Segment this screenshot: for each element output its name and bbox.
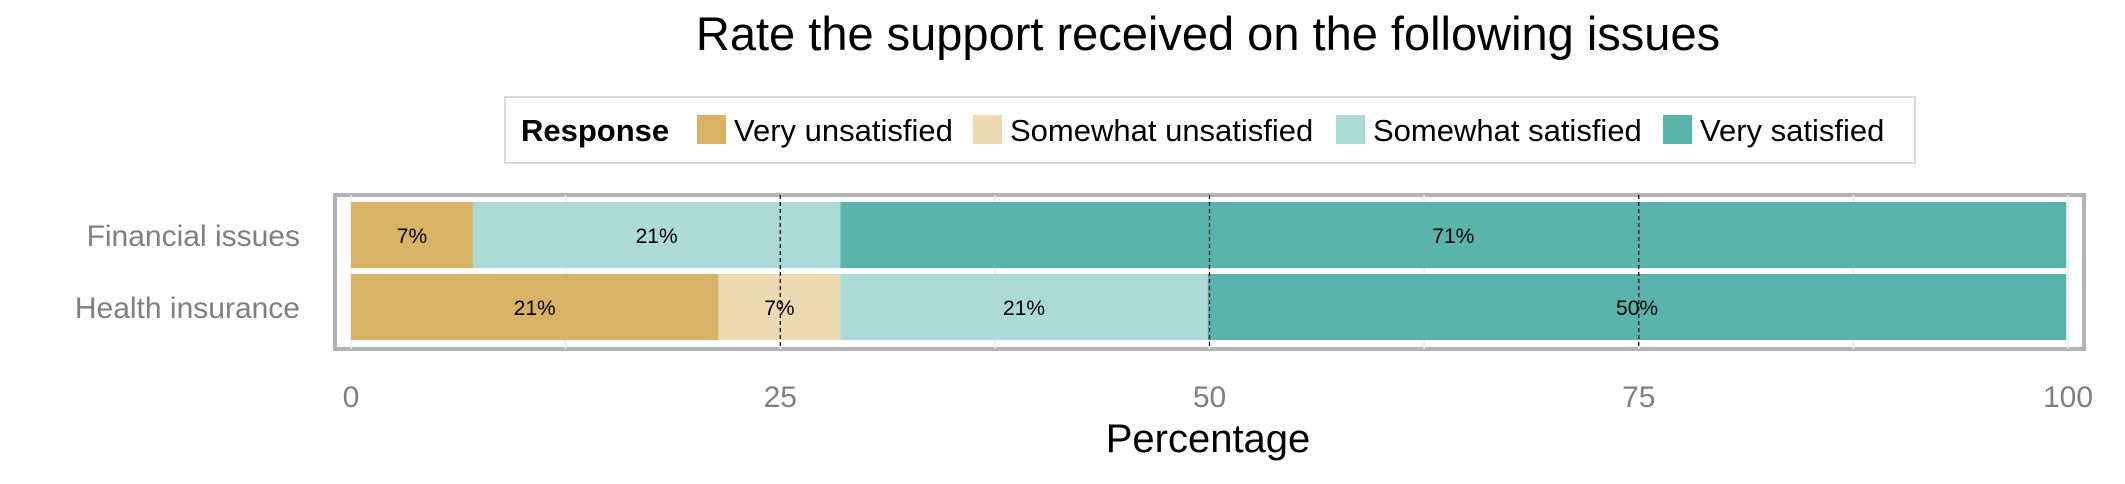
x-tick-label: 25 — [764, 381, 797, 414]
x-axis-label: Percentage — [1106, 417, 1311, 461]
bar-health-insurance-somewhat-satisfied — [840, 274, 1208, 340]
bar-health-insurance-very-satisfied — [1207, 274, 2067, 340]
bar-health-insurance-very-unsatisfied — [351, 274, 719, 340]
data-label-health-insurance-very-satisfied: 50% — [1616, 297, 1658, 320]
legend-label-somewhat-satisfied: Somewhat satisfied — [1373, 113, 1642, 148]
legend-key-very-satisfied — [1663, 115, 1692, 144]
legend-label-very-unsatisfied: Very unsatisfied — [734, 113, 953, 148]
legend-key-very-unsatisfied — [697, 115, 726, 144]
bar-financial-issues-very-unsatisfied — [351, 202, 473, 268]
legend-label-very-satisfied: Very satisfied — [1700, 113, 1884, 148]
bar-financial-issues-somewhat-satisfied — [472, 202, 841, 268]
data-label-financial-issues-very-unsatisfied: 7% — [397, 225, 427, 248]
legend-key-somewhat-unsatisfied — [973, 115, 1002, 144]
legend-label-somewhat-unsatisfied: Somewhat unsatisfied — [1010, 113, 1313, 148]
x-tick-label: 100 — [2043, 381, 2093, 414]
plot-area: 7% 21% 71% 21% 7% 21% 50% Financial issues Healt… — [75, 193, 2093, 414]
bar-financial-issues-very-satisfied — [840, 202, 2067, 268]
data-label-financial-issues-somewhat-satisfied: 21% — [636, 225, 678, 248]
x-tick-label: 50 — [1193, 381, 1226, 414]
category-label-financial-issues: Financial issues — [87, 220, 300, 253]
legend-title: Response — [521, 113, 669, 148]
data-label-health-insurance-somewhat-satisfied: 21% — [1003, 297, 1045, 320]
category-label-health-insurance: Health insurance — [75, 292, 300, 325]
data-label-financial-issues-very-satisfied: 71% — [1432, 225, 1474, 248]
data-label-health-insurance-very-unsatisfied: 21% — [514, 297, 556, 320]
x-tick-label: 0 — [343, 381, 360, 414]
data-label-health-insurance-somewhat-unsatisfied: 7% — [764, 297, 794, 320]
x-tick-label: 75 — [1622, 381, 1655, 414]
bar-health-insurance-somewhat-unsatisfied — [718, 274, 841, 340]
legend: Response Very unsatisfied Somewhat unsatis… — [504, 96, 1916, 164]
chart-title: Rate the support received on the followi… — [696, 7, 1720, 60]
legend-key-somewhat-satisfied — [1336, 115, 1365, 144]
